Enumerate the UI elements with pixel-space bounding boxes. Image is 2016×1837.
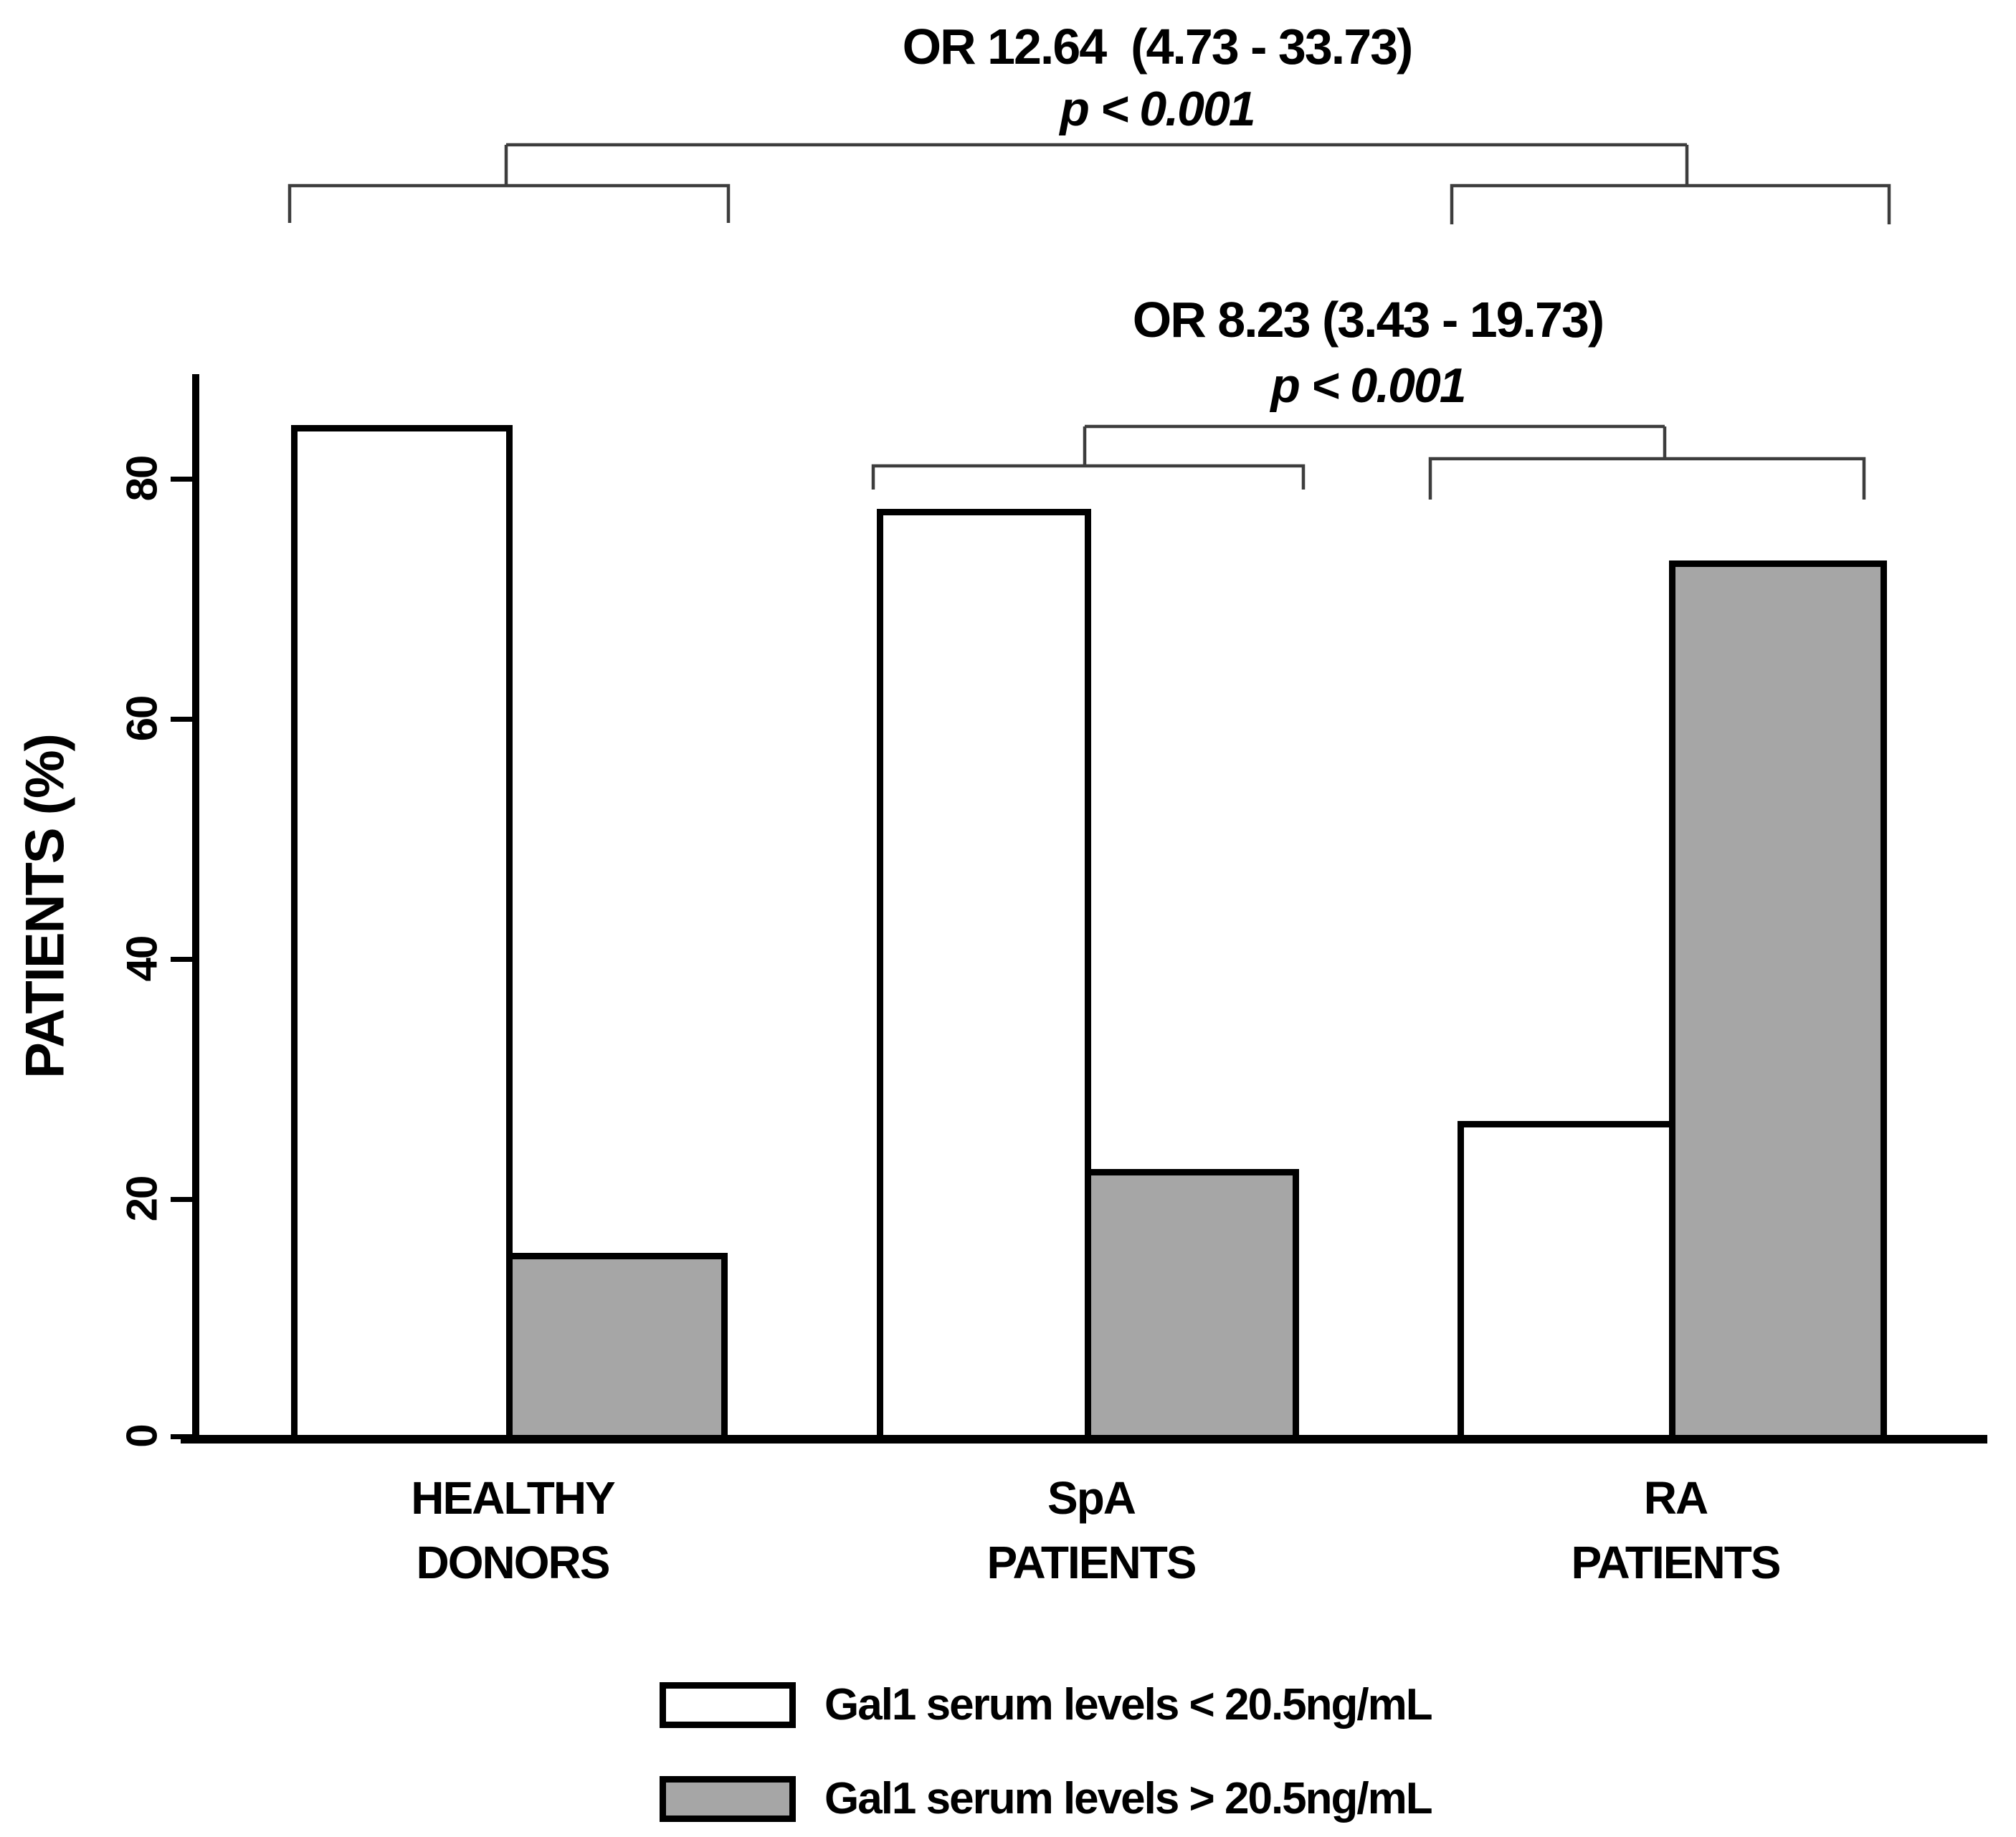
category-label-ra-line2: PATIENTS bbox=[1571, 1537, 1782, 1588]
comparison1-ra-bracket bbox=[1450, 183, 1891, 224]
category-label-ra-line1: RA bbox=[1643, 1472, 1708, 1524]
bar-above-threshold-group2 bbox=[1669, 560, 1887, 1444]
legend-label-below-threshold: Gal1 serum levels < 20.5ng/mL bbox=[824, 1680, 1433, 1729]
y-tick-60 bbox=[171, 717, 195, 722]
comparison2-p-text: p < 0.001 bbox=[1270, 358, 1466, 413]
legend-swatch-white bbox=[660, 1681, 796, 1728]
y-tick-20 bbox=[171, 1197, 195, 1202]
legend-swatch-gray bbox=[660, 1775, 796, 1822]
comparison1-p-text: p < 0.001 bbox=[1060, 82, 1255, 136]
category-label-spa-line2: PATIENTS bbox=[986, 1537, 1197, 1588]
legend-item-below-threshold: Gal1 serum levels < 20.5ng/mL bbox=[660, 1679, 1433, 1730]
bar-below-threshold-group2 bbox=[1458, 1121, 1675, 1444]
legend-label-above-threshold: Gal1 serum levels > 20.5ng/mL bbox=[824, 1774, 1433, 1823]
category-label-spa-line1: SpA bbox=[1047, 1472, 1136, 1524]
bar-below-threshold-group0 bbox=[291, 425, 513, 1444]
x-axis-line bbox=[181, 1435, 1987, 1444]
comparison1-or-text: OR 12.64 (4.73 - 33.73) bbox=[902, 19, 1414, 75]
bar-above-threshold-group0 bbox=[506, 1253, 728, 1444]
comparison2-ra-bracket bbox=[1428, 457, 1866, 500]
category-label-healthy-line2: DONORS bbox=[416, 1537, 611, 1588]
comparison1-main-bracket bbox=[504, 143, 1689, 186]
y-tick-80 bbox=[171, 477, 195, 482]
bar-below-threshold-group1 bbox=[877, 509, 1091, 1444]
category-label-healthy-line1: HEALTHY bbox=[411, 1472, 615, 1524]
legend-item-above-threshold: Gal1 serum levels > 20.5ng/mL bbox=[660, 1773, 1433, 1824]
y-axis-line bbox=[192, 374, 199, 1444]
y-tick-40 bbox=[171, 957, 195, 962]
comparison2-main-bracket bbox=[1083, 424, 1667, 466]
comparison2-or-text: OR 8.23 (3.43 - 19.73) bbox=[1132, 292, 1604, 348]
comparison2-spa-bracket bbox=[871, 464, 1306, 490]
comparison1-healthy-bracket bbox=[287, 183, 731, 223]
